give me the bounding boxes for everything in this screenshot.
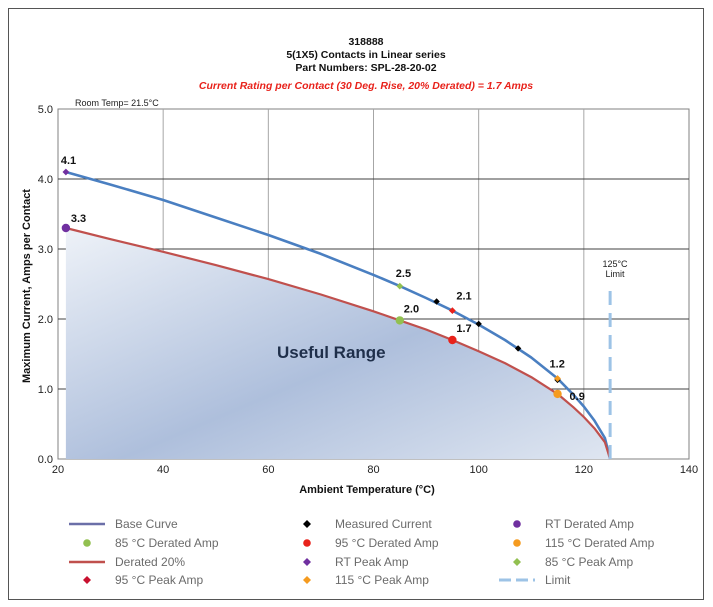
limit-note-line-2: Limit <box>605 269 625 279</box>
legend-95-c-derated-amp: 95 °C Derated Amp <box>303 536 439 550</box>
legend-95-c-derated-amp-label: 95 °C Derated Amp <box>335 536 439 550</box>
legend-rt-peak-amp-swatch <box>303 558 311 566</box>
y-tick-label: 5.0 <box>38 104 53 116</box>
legend-115-c-peak-amp: 115 °C Peak Amp <box>303 573 429 587</box>
y-tick-label: 2.0 <box>38 314 53 326</box>
chart-frame: 318888 5(1X5) Contacts in Linear series … <box>8 8 704 600</box>
y-tick-label: 1.0 <box>38 384 53 396</box>
chart-title-line-1: 318888 <box>348 36 383 48</box>
85-c-peak-amp-label: 2.5 <box>396 268 411 280</box>
legend-85-c-peak-amp-label: 85 °C Peak Amp <box>545 555 634 569</box>
legend-rt-derated-amp: RT Derated Amp <box>513 517 634 531</box>
legend-derated-20-label: Derated 20% <box>115 555 185 569</box>
useful-range-fill <box>65 228 611 459</box>
legend-115-c-derated-amp-label: 115 °C Derated Amp <box>545 536 655 550</box>
x-axis-label: Ambient Temperature (°C) <box>299 484 435 496</box>
legend-115-c-peak-amp-swatch <box>303 576 311 584</box>
measured-current-point <box>514 345 522 352</box>
legend-85-c-derated-amp-label: 85 °C Derated Amp <box>115 536 219 550</box>
85-c-peak-amp-marker <box>396 282 404 290</box>
legend-95-c-peak-amp: 95 °C Peak Amp <box>83 573 204 587</box>
x-tick-label: 100 <box>469 464 487 476</box>
legend-rt-peak-amp-label: RT Peak Amp <box>335 555 409 569</box>
rt-derated-amp-label: 3.3 <box>71 213 86 225</box>
useful-range-label: Useful Range <box>277 343 386 362</box>
rt-derated-amp-marker <box>61 223 71 233</box>
legend-rt-peak-amp: RT Peak Amp <box>303 555 409 569</box>
85-c-derated-amp-label: 2.0 <box>404 303 419 315</box>
115-c-derated-amp-marker <box>553 389 562 399</box>
115-c-derated-amp-label: 0.9 <box>570 391 585 403</box>
rt-peak-amp-label: 4.1 <box>61 155 76 167</box>
x-tick-label: 140 <box>680 464 698 476</box>
legend-115-c-derated-amp-swatch <box>513 539 521 547</box>
legend-95-c-derated-amp-swatch <box>303 539 311 547</box>
legend-measured-current-label: Measured Current <box>335 517 432 531</box>
y-tick-label: 3.0 <box>38 244 53 256</box>
legend-115-c-peak-amp-label: 115 °C Peak Amp <box>335 573 429 587</box>
chart-title-line-3: Part Numbers: SPL-28-20-02 <box>295 62 436 74</box>
x-tick-label: 20 <box>52 464 64 476</box>
plot-area: 20 40 60 80 100 120 140 0.0 1.0 2.0 3.0 4.0 5.0 3.3 2.… <box>38 104 698 476</box>
legend-limit-label: Limit <box>545 573 571 587</box>
legend-limit: Limit <box>499 573 571 587</box>
legend: Base Curve Measured Current RT Derated Amp… <box>69 517 655 587</box>
legend-85-c-derated-amp-swatch <box>83 539 91 547</box>
115-c-peak-amp-marker <box>554 375 561 382</box>
measured-current-point <box>433 298 440 305</box>
legend-85-c-peak-amp-swatch <box>513 558 521 566</box>
85-c-derated-amp-marker <box>395 316 404 325</box>
95-c-derated-amp-label: 1.7 <box>456 323 471 335</box>
legend-rt-derated-amp-swatch <box>513 520 521 528</box>
y-axis-label: Maximum Current, Amps per Contact <box>21 189 33 383</box>
chart-subtitle: Current Rating per Contact (30 Deg. Rise… <box>199 80 533 92</box>
x-tick-label: 40 <box>157 464 169 476</box>
measured-current-point <box>475 320 482 328</box>
legend-rt-derated-amp-label: RT Derated Amp <box>545 517 634 531</box>
115-c-peak-amp-label: 1.2 <box>550 359 565 371</box>
95-c-derated-amp-marker <box>448 335 457 345</box>
legend-measured-current-swatch <box>303 520 311 528</box>
x-tick-label: 120 <box>575 464 593 476</box>
legend-115-c-derated-amp: 115 °C Derated Amp <box>513 536 655 550</box>
y-tick-label: 0.0 <box>38 454 53 466</box>
95-c-peak-amp-marker <box>448 307 456 314</box>
legend-85-c-derated-amp: 85 °C Derated Amp <box>83 536 219 550</box>
95-c-peak-amp-label: 2.1 <box>456 291 471 303</box>
room-temp-note: Room Temp= 21.5°C <box>75 98 159 108</box>
legend-measured-current: Measured Current <box>303 517 432 531</box>
legend-95-c-peak-amp-swatch <box>83 576 91 584</box>
chart-title-line-2: 5(1X5) Contacts in Linear series <box>286 49 445 61</box>
legend-85-c-peak-amp: 85 °C Peak Amp <box>513 555 634 569</box>
limit-note-line-1: 125°C <box>602 259 628 269</box>
y-tick-label: 4.0 <box>38 174 53 186</box>
legend-95-c-peak-amp-label: 95 °C Peak Amp <box>115 573 204 587</box>
legend-base-curve-label: Base Curve <box>115 517 178 531</box>
legend-derated-20: Derated 20% <box>69 555 185 569</box>
x-tick-label: 80 <box>367 464 379 476</box>
x-tick-label: 60 <box>262 464 274 476</box>
legend-base-curve: Base Curve <box>69 517 178 531</box>
chart-svg: 318888 5(1X5) Contacts in Linear series … <box>21 36 698 587</box>
